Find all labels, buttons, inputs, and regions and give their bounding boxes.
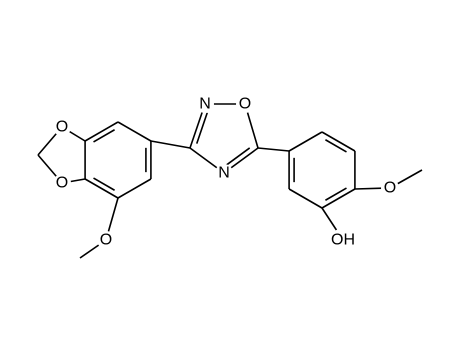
bond <box>288 131 323 152</box>
label-bg <box>381 179 399 197</box>
bond <box>325 187 347 201</box>
bond <box>84 178 119 199</box>
atom-label: O <box>384 180 396 197</box>
atom-label: O <box>100 232 112 249</box>
label-bg <box>331 228 355 252</box>
atom-label: O <box>56 119 68 136</box>
bond <box>117 178 152 199</box>
label-bg <box>236 95 254 113</box>
label-bg <box>53 118 71 136</box>
atom-label: OH <box>331 232 355 249</box>
bond <box>117 121 152 142</box>
bond <box>321 131 356 152</box>
bond <box>325 139 347 153</box>
atom-label: O <box>56 175 68 192</box>
atom-label: N <box>199 96 211 113</box>
label-bg <box>97 231 115 249</box>
label-bg <box>215 164 233 182</box>
bond <box>257 147 290 152</box>
label-bg <box>53 174 71 192</box>
bond <box>150 140 191 149</box>
atom-label: N <box>218 165 230 182</box>
bond <box>84 121 119 142</box>
bond <box>93 129 115 143</box>
label-bg <box>196 95 214 113</box>
bonds <box>37 103 423 259</box>
bond <box>195 112 208 144</box>
bond <box>225 147 251 167</box>
bond <box>288 188 323 209</box>
atom-label: O <box>239 96 251 113</box>
bond <box>321 188 356 209</box>
bond <box>93 177 115 191</box>
atom-labels: O O O N O N O OH <box>53 95 399 252</box>
